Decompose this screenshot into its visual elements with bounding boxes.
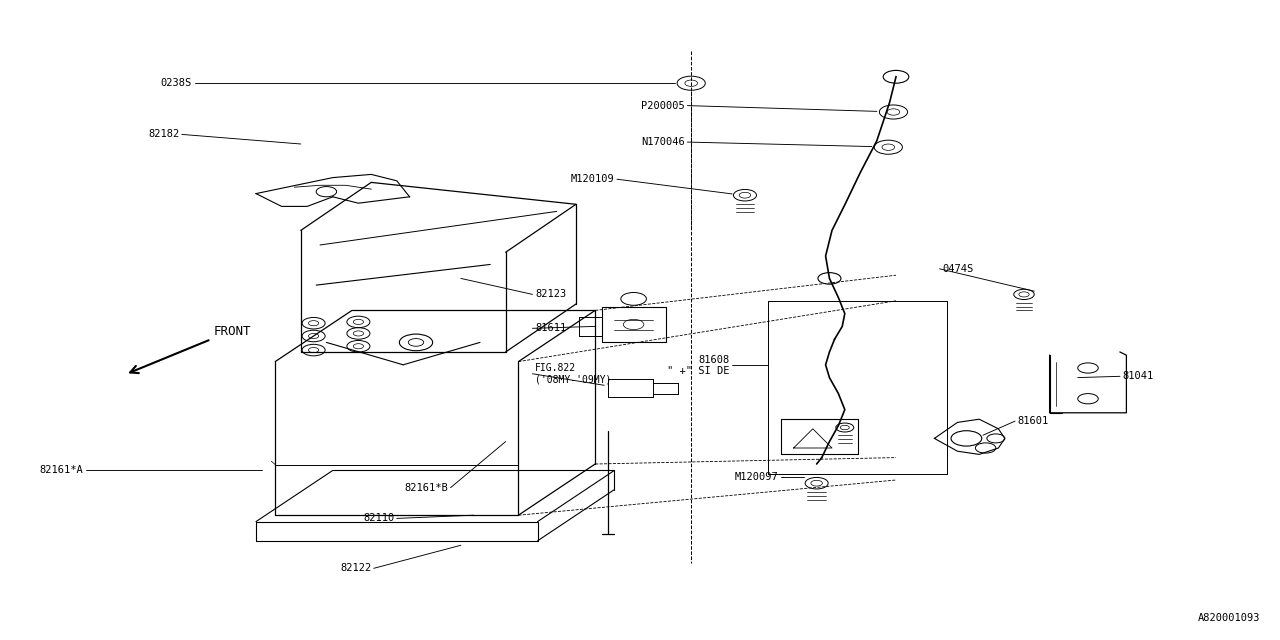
Text: N170046: N170046 xyxy=(641,137,685,147)
Text: FRONT: FRONT xyxy=(214,325,251,338)
Text: FIG.822: FIG.822 xyxy=(535,363,576,373)
Text: ('08MY-'09MY): ('08MY-'09MY) xyxy=(535,374,612,385)
Text: P200005: P200005 xyxy=(641,100,685,111)
Text: 82182: 82182 xyxy=(148,129,179,140)
Text: A820001093: A820001093 xyxy=(1198,612,1261,623)
Text: 81041: 81041 xyxy=(1123,371,1153,381)
Text: 81608: 81608 xyxy=(699,355,730,365)
Text: " +" SI DE: " +" SI DE xyxy=(667,366,730,376)
Text: 0238S: 0238S xyxy=(161,78,192,88)
Text: 82161*A: 82161*A xyxy=(40,465,83,476)
Text: 82123: 82123 xyxy=(535,289,566,300)
Text: M120097: M120097 xyxy=(735,472,778,483)
Text: 82122: 82122 xyxy=(340,563,371,573)
Text: 0474S: 0474S xyxy=(942,264,973,274)
Text: 82110: 82110 xyxy=(364,513,394,524)
Text: 81611: 81611 xyxy=(535,323,566,333)
Text: 82161*B: 82161*B xyxy=(404,483,448,493)
Text: M120109: M120109 xyxy=(571,174,614,184)
Text: 81601: 81601 xyxy=(1018,416,1048,426)
